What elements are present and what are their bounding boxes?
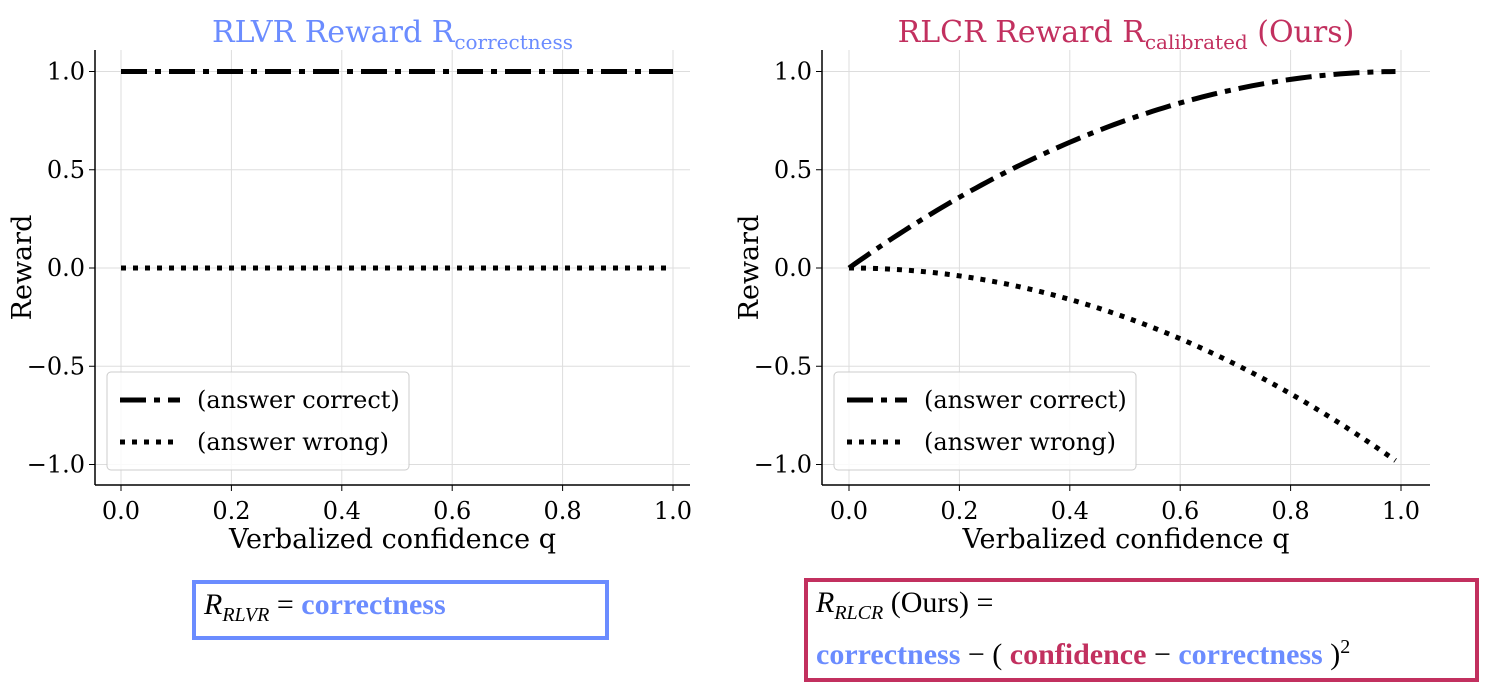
- series-line-wrong: [848, 265, 1397, 463]
- equals: =: [269, 588, 302, 621]
- chart-0: 0.0 0.2 0.4 0.6 0.8 1.0 1.0 0.5 0.0 −0.5 −1.0 (answ…: [7, 15, 692, 555]
- x-axis-label: Verbalized confidence q: [228, 524, 556, 555]
- legend-label: (answer correct): [924, 386, 1127, 414]
- chart-1: 0.0 0.2 0.4 0.6 0.8 1.0 1.0 0.5 0.0 −0.5 −1.0 (answ…: [734, 15, 1430, 555]
- correctness-term: correctness: [1178, 638, 1323, 671]
- operator: − (: [960, 638, 1010, 671]
- legend-label: (answer wrong): [197, 428, 389, 456]
- x-tick-label: 0.2: [212, 497, 250, 525]
- legend-label: (answer correct): [197, 386, 400, 414]
- rlcr-symbol: RRLCR: [816, 586, 884, 624]
- x-tick-label: 0.2: [940, 497, 978, 525]
- x-tick-label: 0.8: [1272, 497, 1310, 525]
- correctness-term: correctness: [816, 638, 961, 671]
- chart-title: RLCR Reward Rcalibrated (Ours): [898, 15, 1355, 54]
- operator: −: [1146, 638, 1179, 671]
- x-tick-label: 0.8: [544, 497, 582, 525]
- y-axis-label: Reward: [7, 215, 38, 321]
- legend: (answer correct) (answer wrong): [106, 371, 410, 471]
- x-tick-label: 1.0: [654, 497, 692, 525]
- y-tick-label: −0.5: [27, 352, 85, 380]
- confidence-term: confidence: [1009, 638, 1147, 671]
- x-tick-label: 0.4: [323, 497, 361, 525]
- y-tick-label: −1.0: [27, 451, 85, 479]
- x-tick-label: 1.0: [1382, 497, 1420, 525]
- y-tick-label: 1.0: [47, 58, 85, 86]
- x-tick-label: 0.0: [102, 497, 140, 525]
- x-tick-label: 0.6: [1161, 497, 1199, 525]
- x-tick-label: 0.0: [830, 497, 868, 525]
- x-tick-label: 0.6: [433, 497, 471, 525]
- x-axis-label: Verbalized confidence q: [961, 524, 1289, 555]
- rlcr-formula-box: RRLCR (Ours) = correctness − ( confidenc…: [804, 578, 1479, 682]
- y-tick-label: 1.0: [774, 58, 812, 86]
- y-tick-label: −1.0: [754, 451, 812, 479]
- legend: (answer correct) (answer wrong): [833, 371, 1137, 471]
- rlvr-symbol: RRLVR: [204, 588, 270, 626]
- y-tick-label: 0.0: [47, 254, 85, 282]
- charts: 0.0 0.2 0.4 0.6 0.8 1.0 1.0 0.5 0.0 −0.5 −1.0 (answ…: [7, 15, 1430, 555]
- series-line-correct: [847, 69, 1396, 271]
- rlvr-formula-box: RRLVR = correctness: [192, 580, 609, 640]
- ours-label: (Ours) =: [883, 586, 994, 619]
- legend-label: (answer wrong): [924, 428, 1116, 456]
- chart-title: RLVR Reward Rcorrectness: [212, 15, 573, 54]
- y-axis-label: Reward: [734, 215, 765, 321]
- exponent: 2: [1340, 636, 1351, 658]
- y-tick-label: 0.5: [774, 156, 812, 184]
- operator: ): [1322, 638, 1341, 671]
- correctness-term: correctness: [301, 588, 446, 621]
- y-tick-label: 0.0: [774, 254, 812, 282]
- y-tick-label: 0.5: [47, 156, 85, 184]
- y-tick-label: −0.5: [754, 352, 812, 380]
- x-tick-label: 0.4: [1051, 497, 1089, 525]
